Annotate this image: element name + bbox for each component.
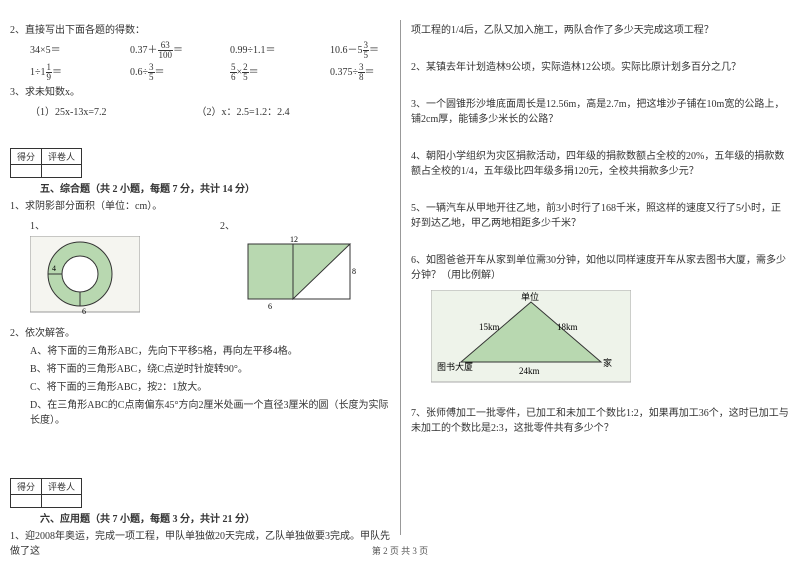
label-2: 2、 (220, 217, 360, 232)
lbl-right: 家 (603, 357, 612, 368)
expr: 10.6－535＝ (330, 41, 400, 60)
rq2: 2、某镇去年计划造林9公顷，实际造林12公顷。实际比原计划多百分之几？ (411, 60, 790, 75)
empty-cell (42, 495, 82, 508)
lbl-left: 图书大厦 (437, 361, 473, 372)
expr: 0.37＋63100＝ (130, 41, 200, 60)
section6-title: 六、应用题（共 7 小题，每题 3 分，共计 21 分） (40, 510, 390, 525)
rq6: 6、如图爸爸开车从家到单位需30分钟，如他以同样速度开车从家去图书大厦，需多少分… (411, 253, 790, 283)
q1-cont: 项工程的1/4后，乙队又加入施工，两队合作了多少天完成这项工程？ (411, 23, 790, 38)
ring-figure: 4 6 (30, 236, 140, 316)
expr: 0.99÷1.1＝ (230, 41, 300, 60)
empty-cell (11, 495, 42, 508)
eq1: （1）25x-13x=7.2 (30, 103, 106, 118)
expr: 0.6÷35＝ (130, 63, 200, 82)
section5-title: 五、综合题（共 2 小题，每题 7 分，共计 14 分） (40, 180, 390, 195)
math-row-1: 34×5＝ 0.37＋63100＝ 0.99÷1.1＝ 10.6－535＝ (30, 41, 390, 60)
rq5: 5、一辆汽车从甲地开往乙地，前3小时行了168千米，照这样的速度又行了5小时，正… (411, 201, 790, 231)
dim-6b: 6 (268, 302, 272, 311)
lbl-top: 单位 (521, 291, 539, 302)
q5-2: 2、依次解答。 (10, 326, 390, 341)
lbl-18: 18km (557, 322, 578, 332)
lbl-24: 24km (519, 366, 540, 376)
expr: 56×25＝ (230, 63, 300, 82)
fraction: 63100 (158, 41, 174, 60)
empty-cell (11, 165, 42, 178)
rq7: 7、张师傅加工一批零件，已加工和未加工个数比1:2，如果再加工36个，这时已加工… (411, 406, 790, 436)
figure-row: 1、 4 6 2、 12 8 (10, 217, 390, 323)
math-row-2: 1÷119＝ 0.6÷35＝ 56×25＝ 0.375÷38＝ (30, 63, 390, 82)
q2-title: 2、直接写出下面各题的得数： (10, 23, 390, 38)
empty-cell (42, 165, 82, 178)
lbl-15: 15km (479, 322, 500, 332)
q5-2b: B、将下面的三角形ABC，绕C点逆时针旋转90°。 (30, 362, 390, 377)
dim-8: 8 (352, 267, 356, 276)
page-footer: 第 2 页 共 3 页 (0, 544, 800, 557)
dim-12: 12 (290, 236, 298, 244)
dim-6: 6 (82, 307, 86, 316)
q5-2d: D、在三角形ABC的C点南偏东45°方向2厘米处画一个直径3厘米的圆（长度为实际… (30, 398, 390, 428)
score-cell: 得分 (11, 149, 42, 165)
dim-4: 4 (52, 264, 56, 273)
eq2: （2）x：2.5=1.2：2.4 (196, 103, 289, 118)
q5-2a: A、将下面的三角形ABC，先向下平移5格，再向左平移4格。 (30, 344, 390, 359)
q5-1: 1、求阴影部分面积（单位：cm）。 (10, 199, 390, 214)
rq4: 4、朝阳小学组织为灾区捐款活动，四年级的捐款数额占全校的20%，五年级的捐款数额… (411, 149, 790, 179)
grader-cell: 评卷人 (42, 149, 82, 165)
q5-2c: C、将下面的三角形ABC，按2：1放大。 (30, 380, 390, 395)
label-1: 1、 (30, 217, 140, 232)
grader-cell: 评卷人 (42, 479, 82, 495)
score-cell: 得分 (11, 479, 42, 495)
score-table: 得分评卷人 (10, 148, 82, 178)
score-table-2: 得分评卷人 (10, 478, 82, 508)
triangle-figure: 单位 图书大厦 家 15km 18km 24km (431, 290, 631, 385)
expr: 1÷119＝ (30, 63, 100, 82)
expr: 34×5＝ (30, 41, 100, 60)
q3-title: 3、求未知数x。 (10, 85, 390, 100)
rq3: 3、一个圆锥形沙堆底面周长是12.56m，高是2.7m，把这堆沙子铺在10m宽的… (411, 97, 790, 127)
q3-eqs: （1）25x-13x=7.2 （2）x：2.5=1.2：2.4 (30, 103, 390, 118)
right-column: 项工程的1/4后，乙队又加入施工，两队合作了多少天完成这项工程？ 2、某镇去年计… (401, 0, 800, 565)
shape2-figure: 12 8 6 (240, 236, 360, 311)
expr: 0.375÷38＝ (330, 63, 400, 82)
left-column: 2、直接写出下面各题的得数： 34×5＝ 0.37＋63100＝ 0.99÷1.… (0, 0, 400, 565)
